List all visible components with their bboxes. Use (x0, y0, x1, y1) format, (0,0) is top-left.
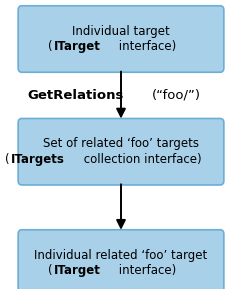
Text: collection interface): collection interface) (80, 153, 202, 166)
FancyBboxPatch shape (18, 230, 224, 289)
Text: ITarget: ITarget (54, 264, 101, 277)
FancyBboxPatch shape (18, 6, 224, 72)
Text: Individual related ‘foo’ target: Individual related ‘foo’ target (34, 249, 208, 262)
Text: interface): interface) (115, 40, 176, 53)
Text: GetRelations: GetRelations (27, 89, 124, 102)
Text: (: ( (48, 264, 53, 277)
Text: Set of related ‘foo’ targets: Set of related ‘foo’ targets (43, 138, 199, 150)
Text: (: ( (48, 40, 53, 53)
Text: ITarget: ITarget (54, 40, 101, 53)
Text: ITargets: ITargets (11, 153, 65, 166)
Text: (“foo/”): (“foo/”) (151, 89, 201, 102)
Text: (: ( (5, 153, 9, 166)
FancyBboxPatch shape (18, 118, 224, 185)
Text: Individual target: Individual target (72, 25, 170, 38)
Text: interface): interface) (115, 264, 176, 277)
